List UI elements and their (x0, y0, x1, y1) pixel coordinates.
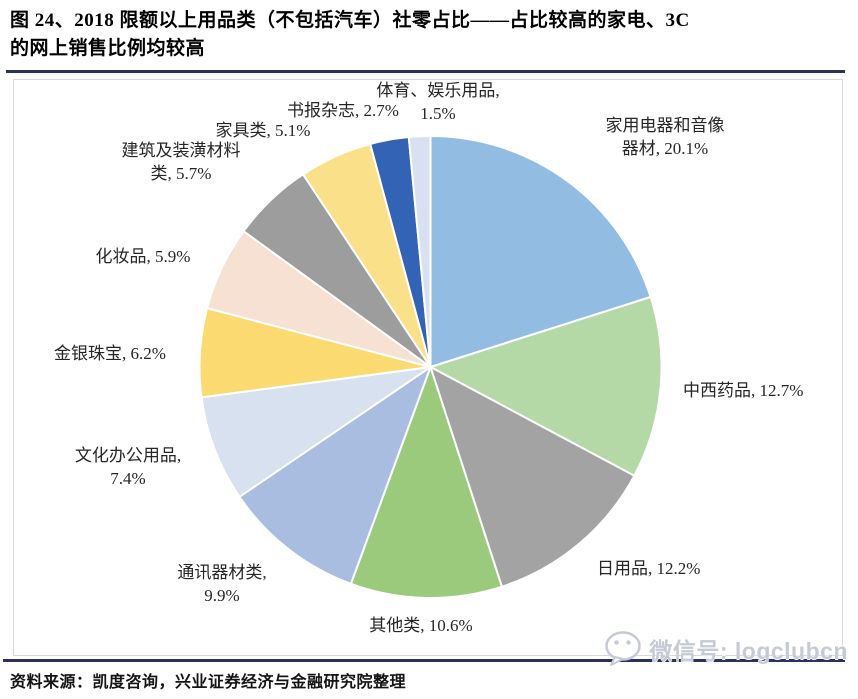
pie-label-7: 化妆品, 5.9% (95, 247, 191, 266)
figure-title: 图 24、2018 限额以上用品类（不包括汽车）社零占比——占比较高的家电、3C… (10, 7, 848, 63)
title-divider (6, 70, 845, 73)
pie-label-11: 体育、娱乐用品, 1.5% (376, 81, 500, 123)
pie-label-4: 通讯器材类, 9.9% (177, 563, 267, 605)
pie-slice-11 (407, 135, 432, 368)
watermark: 微信号: logclubcn (602, 630, 848, 668)
pie-label-5: 文化办公用品, 7.4% (74, 446, 182, 488)
watermark-text: 微信号: logclubcn (649, 638, 848, 664)
pie-slice-4 (238, 366, 432, 585)
pie-slice-1 (429, 295, 663, 477)
pie-slice-5 (200, 366, 432, 498)
pie-label-9: 家具类, 5.1% (215, 121, 311, 140)
pie-label-8: 建筑及装潢材料 类, 5.7% (121, 141, 241, 183)
source-note: 资料来源：凯度咨询，兴业证券经济与金融研究院整理 (10, 674, 407, 691)
pie-label-0: 家用电器和音像 器材, 20.1% (605, 116, 725, 158)
pie-label-2: 日用品, 12.2% (597, 559, 701, 578)
pie-slice-3 (349, 366, 503, 599)
bottom-divider (3, 659, 845, 662)
pie-label-1: 中西药品, 12.7% (683, 381, 804, 400)
figure-title-line1: 图 24、2018 限额以上用品类（不包括汽车）社零占比——占比较高的家电、3C (10, 10, 690, 31)
pie-label-6: 金银珠宝, 6.2% (54, 344, 166, 363)
pie-label-10: 书报杂志, 2.7% (287, 101, 399, 120)
pie-slice-2 (429, 366, 636, 588)
pie-label-3: 其他类, 10.6% (369, 616, 473, 635)
pie-slice-0 (429, 135, 652, 368)
figure-title-line2: 的网上销售比例均较高 (10, 38, 206, 59)
wechat-icon (605, 631, 642, 666)
